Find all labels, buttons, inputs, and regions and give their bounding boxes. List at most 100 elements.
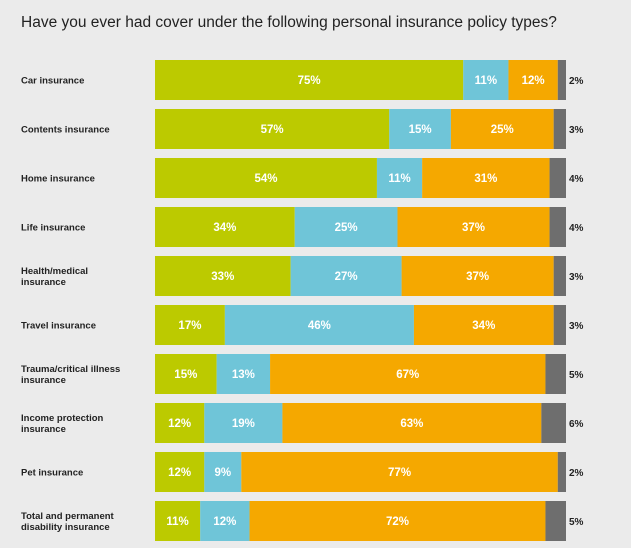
bar-segment xyxy=(553,109,566,149)
data-label: 72% xyxy=(386,516,409,528)
data-label: 77% xyxy=(388,467,411,479)
data-label: 15% xyxy=(409,124,432,136)
bar-segment xyxy=(200,501,250,541)
bar-segment xyxy=(155,403,205,443)
bar-segment xyxy=(241,452,558,492)
data-label: 17% xyxy=(178,320,201,332)
category-label-line: Travel insurance xyxy=(21,321,96,332)
data-label: 12% xyxy=(168,467,191,479)
category-label-line: Income protection xyxy=(21,413,104,424)
bar-segment xyxy=(155,354,217,394)
bar-segment xyxy=(553,305,566,345)
category-label-line: Pet insurance xyxy=(21,468,83,479)
data-label: 11% xyxy=(388,173,410,185)
bar-segment xyxy=(155,60,464,100)
category-label-line: insurance xyxy=(21,424,66,435)
data-label: 9% xyxy=(214,467,231,479)
category-label-line: Contents insurance xyxy=(21,125,110,136)
bar-segment xyxy=(422,158,550,198)
bar-segment xyxy=(294,207,398,247)
data-label: 37% xyxy=(466,271,489,283)
bar-segment xyxy=(216,354,271,394)
data-label: 33% xyxy=(211,271,234,283)
bar-segment xyxy=(376,158,423,198)
data-label: 31% xyxy=(474,173,497,185)
data-label: 67% xyxy=(396,369,419,381)
bar-segment xyxy=(557,60,566,100)
category-label: Car insurance xyxy=(21,76,84,87)
bar-segment xyxy=(557,452,566,492)
bar-segment xyxy=(508,60,558,100)
data-label: 57% xyxy=(261,124,284,136)
data-label: 4% xyxy=(569,223,584,234)
bar-segment xyxy=(463,60,509,100)
bar-segment xyxy=(450,109,554,149)
data-label: 37% xyxy=(462,222,485,234)
data-label: 12% xyxy=(213,516,236,528)
data-label: 63% xyxy=(400,418,423,430)
bar-segment xyxy=(290,256,402,296)
data-label: 25% xyxy=(491,124,514,136)
bar-segment xyxy=(249,501,546,541)
data-label: 3% xyxy=(569,125,584,136)
category-label: Contents insurance xyxy=(21,125,110,136)
data-label: 5% xyxy=(569,517,584,528)
category-label: Travel insurance xyxy=(21,321,96,332)
category-label: Pet insurance xyxy=(21,468,83,479)
bar-segment xyxy=(389,109,451,149)
data-label: 2% xyxy=(569,76,584,87)
data-label: 13% xyxy=(232,369,255,381)
data-label: 11% xyxy=(475,75,497,87)
bar-segment xyxy=(282,403,542,443)
category-label-line: insurance xyxy=(21,277,66,288)
category-label: Trauma/critical illness insurance xyxy=(21,364,120,386)
bar-segment xyxy=(155,207,295,247)
bar-segment xyxy=(224,305,414,345)
category-label-line: Trauma/critical illness xyxy=(21,364,120,375)
bar-segment xyxy=(155,158,377,198)
data-label: 12% xyxy=(522,75,545,87)
category-label-line: Life insurance xyxy=(21,223,85,234)
bar-segment xyxy=(549,207,566,247)
data-label: 27% xyxy=(335,271,358,283)
category-label: Health/medical insurance xyxy=(21,266,88,288)
data-label: 19% xyxy=(232,418,255,430)
data-label: 75% xyxy=(298,75,321,87)
bar-segment xyxy=(401,256,554,296)
data-label: 2% xyxy=(569,468,584,479)
bar-segment xyxy=(155,501,201,541)
category-label: Total and permanent disability insurance xyxy=(21,511,115,533)
bar-segment xyxy=(545,501,566,541)
data-label: 12% xyxy=(168,418,191,430)
category-label: Home insurance xyxy=(21,174,95,185)
category-label-line: insurance xyxy=(21,375,66,386)
data-label: 25% xyxy=(335,222,358,234)
data-label: 5% xyxy=(569,370,584,381)
bar-segment xyxy=(549,158,566,198)
data-label: 15% xyxy=(174,369,197,381)
bar-segment xyxy=(204,403,283,443)
data-label: 11% xyxy=(166,516,188,528)
category-label-line: Health/medical xyxy=(21,266,88,277)
data-label: 34% xyxy=(213,222,236,234)
bar-segment xyxy=(545,354,566,394)
category-label-line: Total and permanent xyxy=(21,511,115,522)
category-label-line: disability insurance xyxy=(21,522,110,533)
bar-segment xyxy=(155,256,291,296)
category-label: Life insurance xyxy=(21,223,85,234)
bar-segment xyxy=(397,207,550,247)
category-label-line: Home insurance xyxy=(21,174,95,185)
bar-segment xyxy=(155,109,390,149)
bar-segment xyxy=(413,305,554,345)
bar-segment xyxy=(155,452,205,492)
data-label: 46% xyxy=(308,320,331,332)
bar-segment xyxy=(270,354,546,394)
bar-segment xyxy=(204,452,242,492)
category-label: Income protection insurance xyxy=(21,413,104,435)
data-label: 6% xyxy=(569,419,584,430)
category-label-line: Car insurance xyxy=(21,76,84,87)
data-label: 3% xyxy=(569,272,584,283)
data-label: 4% xyxy=(569,174,584,185)
bar-segment xyxy=(155,305,225,345)
